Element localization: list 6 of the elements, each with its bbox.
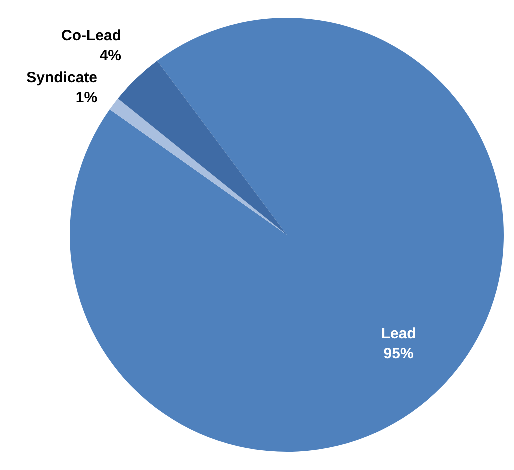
- data-label: 1%: [76, 89, 98, 106]
- data-label: 4%: [100, 47, 122, 64]
- slice-label: Co-Lead: [62, 27, 122, 44]
- slice-label: Syndicate: [26, 69, 98, 86]
- slice-label: Lead: [381, 325, 416, 342]
- data-label: 95%: [384, 345, 414, 362]
